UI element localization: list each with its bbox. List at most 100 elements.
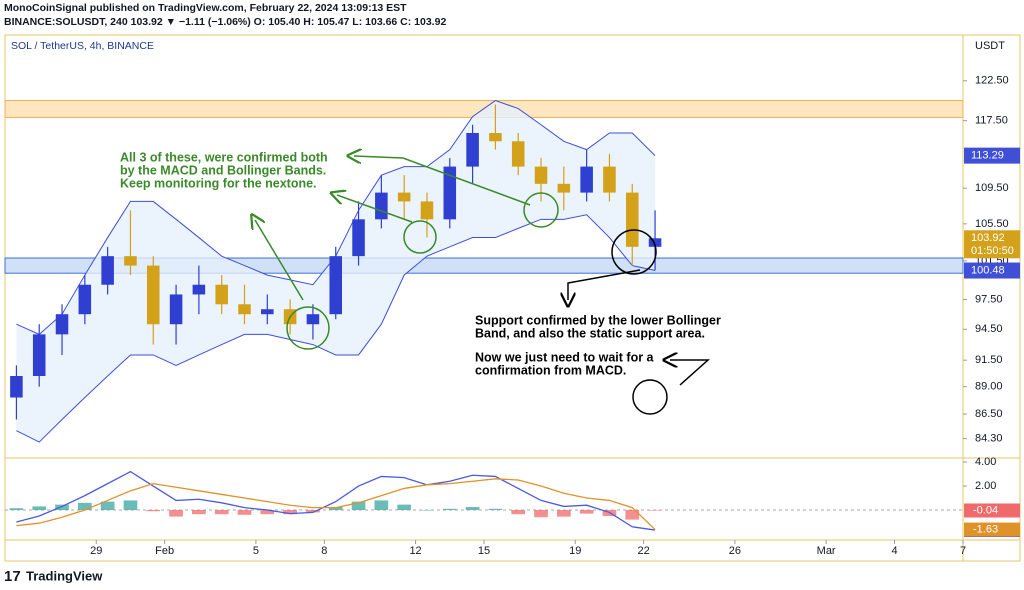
candle-body <box>557 183 571 193</box>
histogram-bar <box>465 507 480 511</box>
histogram-bar <box>55 504 69 511</box>
frame <box>4 34 1021 562</box>
histogram-bar <box>192 510 206 515</box>
candle-body <box>192 284 206 295</box>
countdown: 01:50:50 <box>971 245 1014 257</box>
histogram-bar <box>420 510 434 511</box>
x-tick-label: Feb <box>155 545 174 557</box>
histogram-bar <box>169 510 183 517</box>
y-tick-label: 94.50 <box>975 323 1003 335</box>
histogram-bar <box>648 510 662 511</box>
drawings <box>255 156 710 415</box>
candle-body <box>329 256 343 315</box>
candle-body <box>306 314 320 325</box>
legend: SOL / TetherUS, 4h, BINANCE <box>11 40 154 52</box>
y-tick-label: 84.30 <box>975 433 1003 445</box>
candle-body <box>625 192 639 247</box>
histogram-bar <box>100 501 115 511</box>
macd-line <box>16 470 656 531</box>
y-tick-label: 122.50 <box>975 75 1009 87</box>
histogram-bar <box>488 508 503 511</box>
x-tick-label: 29 <box>90 545 102 557</box>
histogram-bar <box>146 510 161 512</box>
candle-body <box>101 256 114 285</box>
candle-body <box>648 238 662 247</box>
y-tick-label: 117.50 <box>975 115 1008 127</box>
candle-body <box>10 376 23 398</box>
price-chip-label: 113.29 <box>971 150 1004 162</box>
candle-body <box>466 132 479 167</box>
histogram-bar <box>556 510 571 517</box>
histogram-bar <box>32 506 47 511</box>
band-lower <box>16 214 656 443</box>
candle-body <box>215 284 228 305</box>
candle-body <box>238 304 251 315</box>
plot: 84.3086.5089.0091.5094.5097.50101.50105.… <box>4 75 1020 557</box>
candle-body <box>580 166 593 193</box>
value-chip-label: -0.04 <box>973 504 998 516</box>
symbol-line: BINANCE:SOLUSDT, 240 103.92 ▼ −1.11 (−1.… <box>4 16 446 28</box>
price-chip-label: 103.92 <box>971 232 1005 244</box>
y-tick-label: 91.50 <box>975 354 1003 366</box>
histogram-bar <box>237 510 252 515</box>
y-tick-label: 86.50 <box>975 408 1003 420</box>
candle-body <box>352 219 365 257</box>
histogram-bar <box>306 510 320 513</box>
price-chip <box>964 147 1020 164</box>
candle-body <box>169 294 183 325</box>
currency: USDT <box>975 40 1005 52</box>
histogram-bar <box>374 500 389 511</box>
annotation-line: Keep monitoring for the nextone. <box>120 176 317 190</box>
x-tick-label: 4 <box>892 545 898 557</box>
value-chip <box>964 503 1020 518</box>
y-tick-label: 105.50 <box>975 218 1009 230</box>
annotation-line: by the MACD and Bollinger Bands. <box>120 163 326 177</box>
x-tick-label: 5 <box>253 545 259 557</box>
histogram-bar <box>625 510 640 520</box>
histogram-bar <box>442 508 457 511</box>
histogram-bar <box>123 500 138 511</box>
candle-body <box>375 192 388 220</box>
price-pane <box>4 99 964 443</box>
x-tick-label: 15 <box>478 545 490 557</box>
candle-body <box>146 265 160 325</box>
histogram-bar <box>511 510 526 515</box>
y-tick-label: 2.00 <box>975 480 996 492</box>
candle-body <box>124 256 137 266</box>
y-tick-label: 97.50 <box>975 293 1003 305</box>
histogram-bar <box>328 507 343 511</box>
candle-body <box>78 284 92 315</box>
candle-body <box>443 166 457 220</box>
x-tick-label: 12 <box>409 545 421 557</box>
annotation-line: Now we just need to wait for a <box>475 350 655 364</box>
price-chip-label: 100.48 <box>971 264 1005 276</box>
candle-body <box>534 166 548 184</box>
x-tick-label: 8 <box>321 545 327 557</box>
x-tick-label: 19 <box>569 545 581 557</box>
annotation-line: confirmation from MACD. <box>475 363 626 377</box>
candle-body <box>420 201 434 220</box>
value-chip-label: -1.63 <box>973 523 998 535</box>
y-tick-label: 109.50 <box>975 182 1009 194</box>
logo-mark: 17 <box>4 568 21 585</box>
footer: 17 TradingView <box>4 568 103 585</box>
candle-body <box>489 132 502 142</box>
x-tick-label: 22 <box>638 545 650 557</box>
price-chip <box>964 230 1020 259</box>
histogram-bar <box>534 510 548 518</box>
candle-body <box>511 141 525 167</box>
histogram-bar <box>283 510 297 515</box>
y-tick-label: 4.00 <box>975 456 996 468</box>
macd-line <box>16 478 656 531</box>
candle-body <box>397 192 411 202</box>
price-chip <box>964 262 1020 279</box>
x-tick-label: 26 <box>729 545 741 557</box>
candle-body <box>603 166 616 193</box>
annotation-line: Band, and also the static support area. <box>475 326 705 340</box>
candle-body <box>55 314 69 335</box>
histogram-bar <box>9 508 24 511</box>
histogram-bar <box>579 510 594 514</box>
histogram-bar <box>77 502 92 511</box>
candle-body <box>32 334 46 377</box>
